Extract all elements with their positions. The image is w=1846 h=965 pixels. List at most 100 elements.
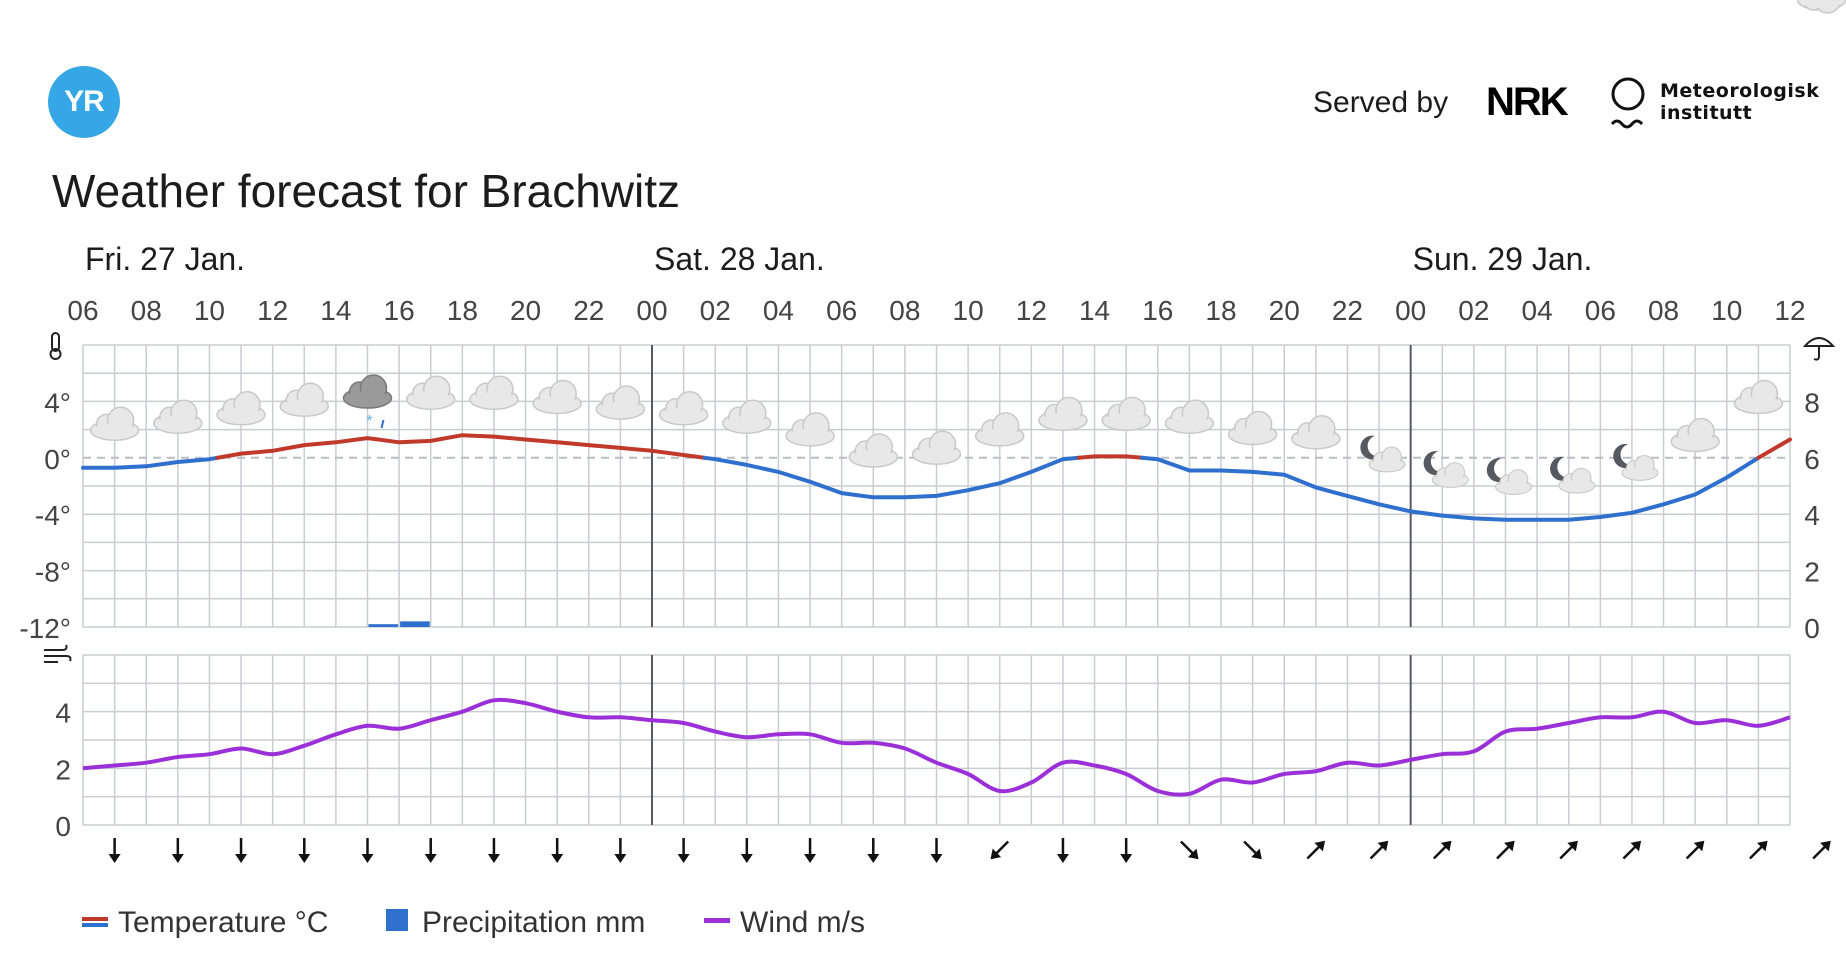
cloud-fill: [282, 399, 327, 416]
precip-y-tick: 6: [1804, 444, 1820, 475]
cloud-fill: [1623, 467, 1657, 480]
x-tick-label: 20: [1269, 295, 1300, 326]
wind-direction-arrow: [1056, 838, 1069, 863]
arrow-head: [1756, 840, 1768, 852]
sleet-cloud-icon: [342, 374, 393, 409]
cloud-fill: [1293, 431, 1338, 448]
x-tick-label: 22: [1332, 295, 1363, 326]
wind-y-tick: 2: [55, 754, 71, 785]
weather-icon-cloudy: [1164, 399, 1215, 434]
arrow-head: [1504, 840, 1515, 852]
legend-label: Precipitation mm: [422, 906, 645, 939]
x-tick-label: 00: [636, 295, 667, 326]
precip-y-tick: 2: [1804, 557, 1820, 588]
x-tick-label: 06: [826, 295, 857, 326]
thermometer-tube: [51, 332, 60, 352]
wind-direction-arrow: [1243, 840, 1262, 860]
wind-direction-arrow: [361, 838, 374, 863]
cloud-fill: [1104, 413, 1149, 430]
arrow-head: [361, 854, 374, 863]
wind-direction-arrow: [298, 838, 311, 863]
cloud-fill: [977, 428, 1022, 445]
x-tick-label: 04: [1522, 295, 1553, 326]
arrow-head: [930, 854, 943, 863]
snow-mark: *: [366, 413, 372, 430]
cloud-icon: [153, 399, 203, 434]
arrow-head: [740, 854, 753, 863]
arrow-head: [171, 854, 184, 863]
cloud-icon: [974, 412, 1025, 447]
cloud-icon: [1227, 410, 1278, 446]
cloud-icon: [279, 382, 330, 418]
umbrella-icon: [1802, 337, 1836, 361]
temperature-line-warm: [215, 433, 707, 460]
weather-icon-cloudy: [89, 406, 140, 442]
cloud-icon: [595, 385, 646, 420]
arrow-head: [487, 854, 500, 863]
legend-label: Wind m/s: [740, 906, 865, 939]
moon-crescent: [1613, 444, 1634, 469]
arrow-head: [235, 854, 248, 863]
cloud-icon: [1670, 417, 1720, 453]
nrk-logo[interactable]: NRK: [1486, 80, 1569, 124]
weather-icon-cloudy: [848, 433, 899, 468]
x-tick-label: 18: [447, 295, 478, 326]
legend-item: Wind m/s: [704, 906, 865, 939]
wind-direction-arrow: [614, 838, 627, 863]
wind-direction-arrow: [1432, 840, 1452, 860]
weather-icon-partly-cloudy-night: [1613, 444, 1659, 481]
wind-direction-arrow: [235, 838, 248, 863]
moon-crescent: [1360, 435, 1382, 460]
thermometer-icon: [49, 332, 62, 360]
yr-logo[interactable]: YR: [48, 66, 120, 138]
weather-icon-cloudy: [279, 382, 330, 418]
precip-bar: [400, 621, 430, 627]
x-tick-label: 10: [953, 295, 984, 326]
weather-icon-cloudy: [153, 399, 203, 434]
wind-direction-arrow: [171, 838, 184, 863]
wind-direction-arrow: [740, 838, 753, 863]
moon-crescent: [1486, 458, 1508, 483]
cloud-icon: [848, 433, 899, 468]
x-tick-label: 10: [1711, 295, 1742, 326]
wind-direction-arrow: [487, 838, 500, 863]
x-tick-label: 12: [257, 295, 288, 326]
arrow-head: [1377, 840, 1389, 852]
wind-direction-arrow: [1306, 840, 1326, 860]
cloud-fill: [155, 416, 200, 433]
met-line2: institutt: [1660, 102, 1753, 124]
weather-icon-cloudy: [1038, 396, 1088, 432]
cloud-icon: [1368, 446, 1406, 473]
cloud-icon: [658, 391, 709, 426]
cloud-fill: [408, 392, 453, 409]
yr-logo-text: YR: [64, 85, 105, 118]
x-tick-label: 00: [1395, 295, 1426, 326]
wind-direction-arrow: [1369, 840, 1389, 860]
wind-direction-arrow: [677, 838, 690, 863]
cloud-fill: [219, 407, 264, 424]
met-institute-logo[interactable]: Meteorologisk institutt: [1660, 80, 1819, 124]
legend-swatch-wind: [704, 918, 730, 923]
weather-icon-cloudy: [469, 375, 519, 410]
cloud-fill: [1673, 434, 1718, 451]
temp-y-tick: -4°: [35, 500, 71, 531]
cloud-icon: [1621, 455, 1659, 481]
met-line1: Meteorologisk: [1660, 80, 1820, 102]
wind-stroke: [44, 644, 68, 651]
cloud-fill: [1497, 481, 1530, 494]
cloud-icon: [1101, 396, 1151, 432]
cloud-icon: [911, 430, 962, 465]
precip-y-tick: 8: [1804, 387, 1820, 418]
precip-y-tick: 4: [1804, 500, 1820, 531]
wind-direction-arrow: [804, 838, 817, 863]
arrow-head: [1187, 848, 1199, 860]
x-tick-label: 10: [194, 295, 225, 326]
legend-swatch-precip: [386, 909, 408, 931]
x-tick-label: 18: [1205, 295, 1236, 326]
served-by-label: Served by: [1313, 86, 1449, 119]
arrow-head: [1693, 840, 1705, 852]
weather-icon-cloudy: [658, 391, 709, 426]
temperature-line-cold: [702, 455, 1081, 500]
umbrella-handle: [1813, 346, 1820, 361]
